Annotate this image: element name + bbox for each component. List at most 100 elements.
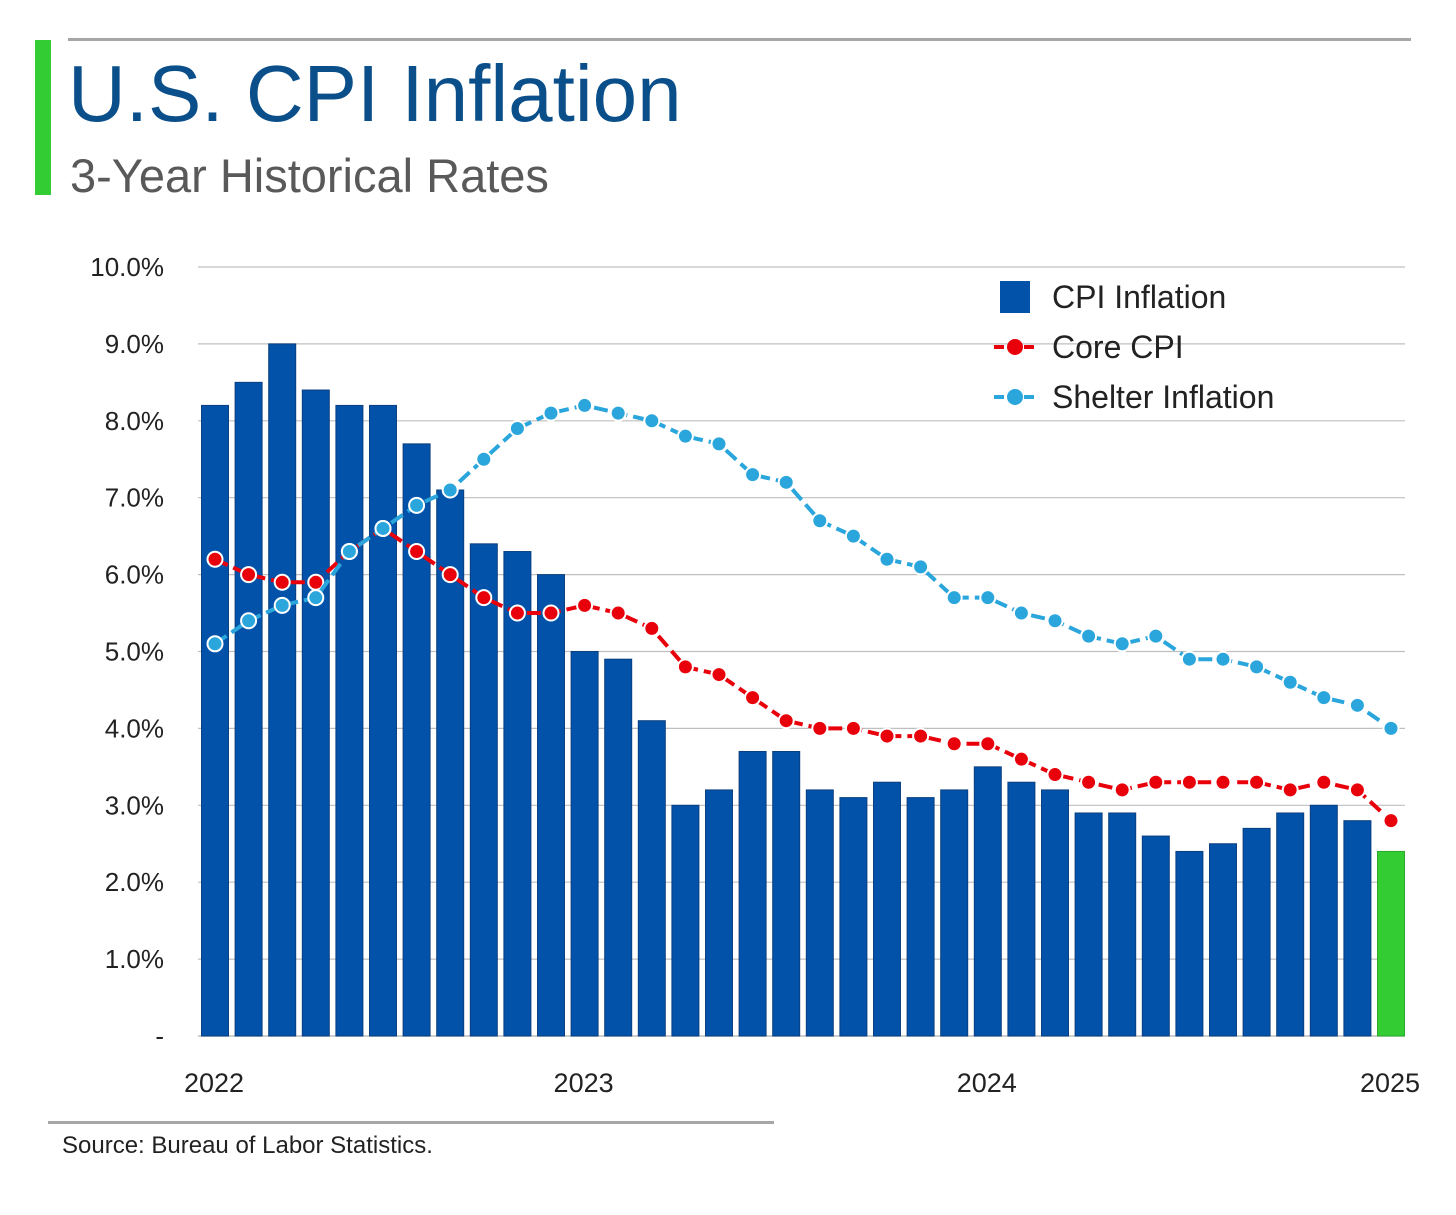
cpi-bar [1074,812,1103,1037]
shelter-point [1113,635,1131,653]
legend-swatch-cpi [1000,281,1030,313]
core-cpi-point [945,735,963,753]
cpi-bar [940,789,969,1037]
core-cpi-point [576,596,594,614]
cpi-bar [637,720,666,1037]
x-tick-label: 2025 [1360,1068,1420,1098]
cpi-bar [1175,850,1204,1037]
title-accent-bar [35,40,51,195]
cpi-bar [268,343,297,1037]
shelter-point [273,596,291,614]
core-cpi-point [1113,781,1131,799]
shelter-point [1046,612,1064,630]
cpi-bar [873,781,901,1037]
shelter-point [1214,650,1232,668]
core-cpi-point [206,550,224,568]
core-cpi-point [1281,781,1299,799]
shelter-point [1248,658,1266,676]
bottom-divider [48,1121,774,1124]
chart-subtitle: 3-Year Historical Rates [70,149,549,202]
cpi-bar [402,443,431,1037]
cpi-bar [604,658,633,1037]
core-cpi-point [1180,773,1198,791]
core-cpi-point [273,573,291,591]
core-cpi-point [240,566,258,584]
core-cpi-point [508,604,526,622]
core-cpi-point [979,735,997,753]
legend-label: CPI Inflation [1052,279,1226,315]
core-cpi-point [777,712,795,730]
x-tick-label: 2022 [184,1068,244,1098]
y-tick-label: - [155,1021,164,1051]
legend: CPI Inflation Core CPI Shelter Inflation [994,279,1274,415]
shelter-point [643,412,661,430]
shelter-point [609,404,627,422]
core-cpi-point [1248,773,1266,791]
cpi-bar [805,789,834,1037]
cpi-bar [570,651,599,1037]
cpi-bar [537,574,565,1037]
shelter-point [374,519,392,537]
x-axis-ticks: 2022 2023 2024 2025 [184,1068,1420,1098]
core-cpi-point [1382,812,1400,830]
gridlines [198,266,1405,1037]
shelter-point [744,466,762,484]
shelter-point [844,527,862,545]
source-note: Source: Bureau of Labor Statistics. [62,1132,433,1159]
shelter-point [340,543,358,561]
core-cpi-point [676,658,694,676]
core-cpi-point [1214,773,1232,791]
cpi-bar [671,804,700,1037]
shelter-point [441,481,459,499]
cpi-bar [839,797,868,1037]
cpi-bar [1141,835,1170,1037]
core-cpi-point [811,719,829,737]
shelter-point [1315,689,1333,707]
cpi-bar [906,797,935,1037]
core-cpi-point [1348,781,1366,799]
y-tick-label: 6.0% [105,560,164,590]
shelter-point [408,496,426,514]
core-cpi-point [1012,750,1030,768]
core-cpi-point [408,543,426,561]
core-cpi-point [912,727,930,745]
shelter-point [1080,627,1098,645]
core-cpi-point [1147,773,1165,791]
y-tick-label: 2.0% [105,867,164,897]
cpi-bar [369,404,397,1037]
cpi-bar [705,789,733,1037]
y-axis-ticks: - 1.0% 2.0% 3.0% 4.0% 5.0% 6.0% 7.0% 8.0% 9.0% 10.… [90,252,164,1051]
shelter-point [777,473,795,491]
latest-cpi-bar [1377,850,1405,1037]
cpi-bar [503,551,532,1037]
y-tick-label: 8.0% [105,406,164,436]
cpi-bar [1007,781,1036,1037]
top-divider [68,38,1411,41]
cpi-bar [335,404,364,1037]
core-cpi-point [609,604,627,622]
y-tick-label: 1.0% [105,944,164,974]
shelter-point [1348,696,1366,714]
shelter-point [1012,604,1030,622]
core-cpi-point [1315,773,1333,791]
cpi-bars [201,343,1405,1037]
cpi-bar [469,543,498,1037]
y-tick-label: 3.0% [105,790,164,820]
core-cpi-point [1080,773,1098,791]
shelter-point [206,635,224,653]
x-tick-label: 2023 [554,1068,614,1098]
core-cpi-point [441,566,459,584]
legend-marker-core-cpi [1007,339,1023,355]
legend-label: Core CPI [1052,329,1184,365]
shelter-point [945,589,963,607]
shelter-point [676,427,694,445]
core-cpi-point [542,604,560,622]
chart-title: U.S. CPI Inflation [68,49,682,138]
shelter-point [240,612,258,630]
cpi-bar [301,389,330,1037]
core-cpi-point [710,666,728,684]
shelter-point [576,396,594,414]
cpi-bar [772,750,801,1037]
shelter-point [710,435,728,453]
